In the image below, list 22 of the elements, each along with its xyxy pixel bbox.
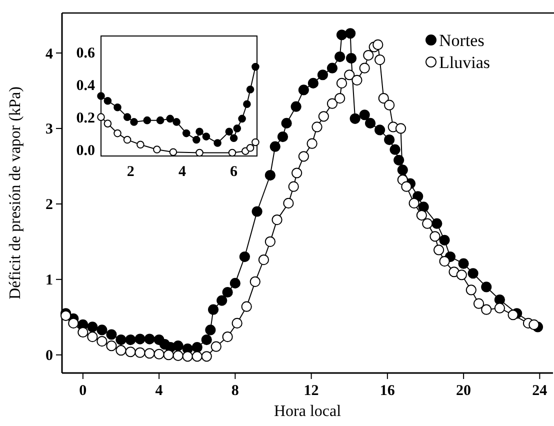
x-tick-label: 6 (230, 164, 238, 180)
x-tick-label: 8 (231, 383, 239, 399)
y-tick-label: 1 (46, 272, 53, 289)
x-tick-label: 24 (532, 383, 548, 399)
legend-label: Nortes (439, 30, 484, 50)
x-tick-label: 4 (155, 383, 164, 399)
x-axis-title: Hora local (274, 403, 342, 420)
x-tick-label: 2 (126, 164, 134, 180)
y-tick-label: 0.6 (76, 45, 96, 62)
y-axis-title: Déficit de presión de vapor (kPa) (7, 86, 24, 300)
y-tick-label: 0 (46, 348, 53, 364)
y-tick-label: 3 (46, 122, 53, 138)
x-tick-label: 16 (380, 383, 396, 399)
y-tick-label: 4 (46, 46, 54, 62)
x-tick-label: 12 (304, 383, 319, 399)
y-tick-label: 0.2 (76, 110, 95, 126)
legend-label: Lluvias (439, 52, 490, 72)
y-tick-label: 0.0 (76, 142, 95, 159)
x-tick-label: 20 (456, 383, 472, 399)
y-tick-label: 2 (46, 197, 53, 214)
x-tick-label: 4 (178, 164, 186, 180)
y-tick-label: 0.4 (76, 78, 96, 94)
